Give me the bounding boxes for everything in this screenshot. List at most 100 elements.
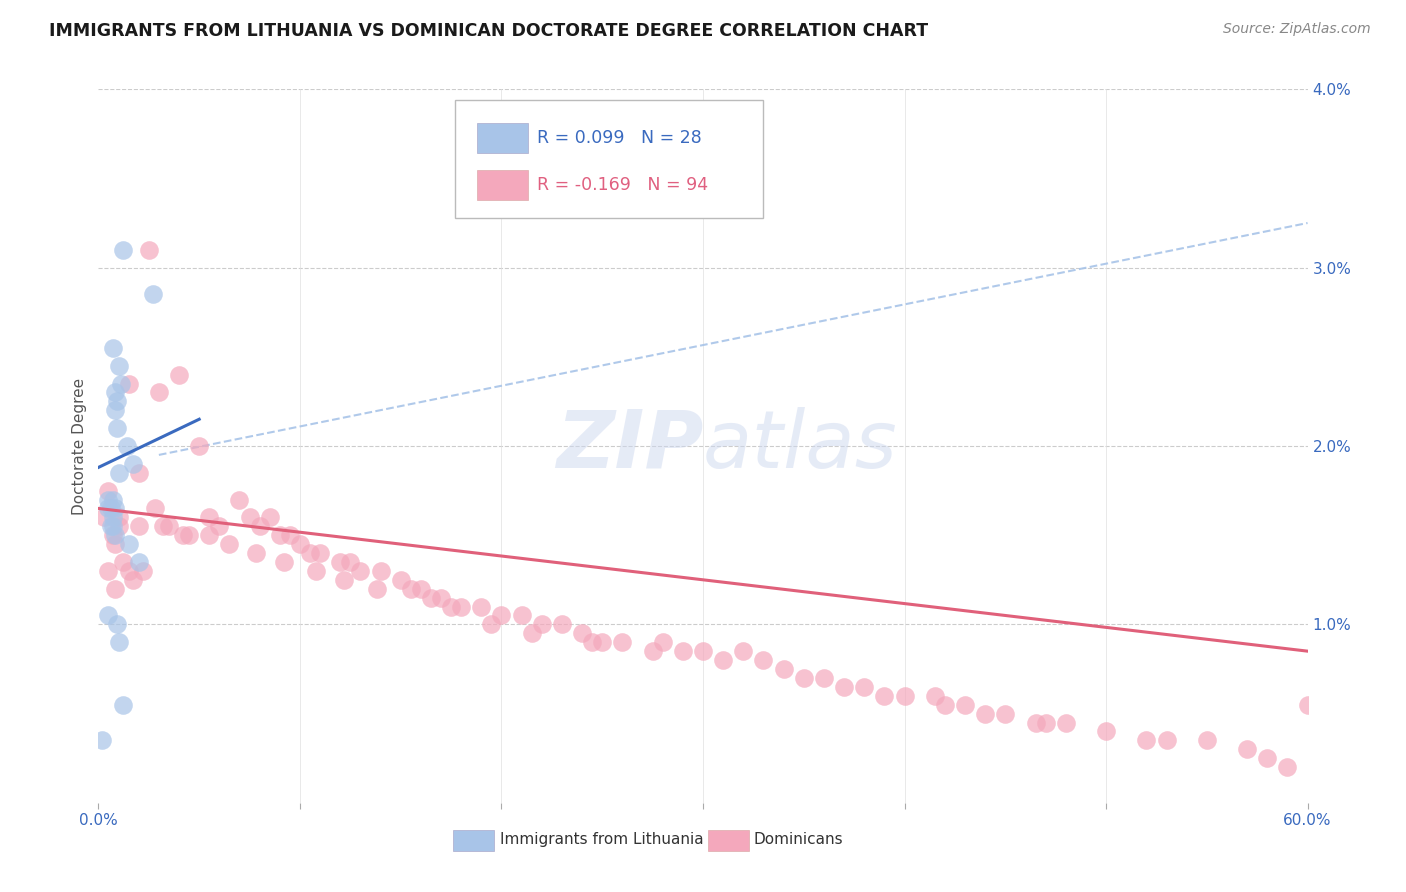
Point xyxy=(349,564,371,578)
Point xyxy=(1156,733,1178,747)
Point xyxy=(339,555,361,569)
Point xyxy=(93,510,115,524)
Point xyxy=(143,501,166,516)
Point xyxy=(692,644,714,658)
Point xyxy=(107,635,129,649)
Point xyxy=(198,510,221,524)
Y-axis label: Doctorate Degree: Doctorate Degree xyxy=(72,377,87,515)
Point xyxy=(188,439,211,453)
Point xyxy=(481,617,503,632)
Point xyxy=(157,519,180,533)
Point xyxy=(329,555,352,569)
Point xyxy=(172,528,194,542)
Point xyxy=(218,537,240,551)
Point xyxy=(813,671,835,685)
Point xyxy=(118,564,141,578)
Point xyxy=(288,537,311,551)
Point xyxy=(1256,751,1278,765)
Point xyxy=(520,626,543,640)
Point xyxy=(101,519,124,533)
Point xyxy=(103,501,125,516)
Point xyxy=(530,617,553,632)
Point xyxy=(152,519,174,533)
Point xyxy=(994,706,1017,721)
Point xyxy=(832,680,855,694)
Point xyxy=(148,385,170,400)
Point xyxy=(612,635,634,649)
Point xyxy=(249,519,271,533)
Point xyxy=(1035,715,1057,730)
Point xyxy=(974,706,997,721)
Point xyxy=(1236,742,1258,756)
Point xyxy=(1054,715,1077,730)
Text: IMMIGRANTS FROM LITHUANIA VS DOMINICAN DOCTORATE DEGREE CORRELATION CHART: IMMIGRANTS FROM LITHUANIA VS DOMINICAN D… xyxy=(49,22,928,40)
Point xyxy=(873,689,896,703)
Point xyxy=(103,403,125,417)
Point xyxy=(239,510,262,524)
Point xyxy=(128,519,150,533)
Point xyxy=(551,617,574,632)
Point xyxy=(440,599,463,614)
Text: Source: ZipAtlas.com: Source: ZipAtlas.com xyxy=(1223,22,1371,37)
Point xyxy=(111,555,134,569)
Point xyxy=(853,680,876,694)
Point xyxy=(100,519,122,533)
FancyBboxPatch shape xyxy=(456,100,763,218)
Point xyxy=(1095,724,1118,739)
Point xyxy=(1135,733,1157,747)
Text: atlas: atlas xyxy=(703,407,898,485)
Point xyxy=(1195,733,1218,747)
Text: ZIP: ZIP xyxy=(555,407,703,485)
FancyBboxPatch shape xyxy=(477,123,527,153)
Point xyxy=(198,528,221,542)
Point xyxy=(138,243,160,257)
Point xyxy=(105,421,128,435)
Point xyxy=(103,385,125,400)
Point xyxy=(491,608,513,623)
Point xyxy=(672,644,695,658)
Point xyxy=(1277,760,1299,774)
Point xyxy=(309,546,332,560)
Text: R = 0.099   N = 28: R = 0.099 N = 28 xyxy=(537,129,702,147)
Point xyxy=(100,501,122,516)
Point xyxy=(273,555,295,569)
Point xyxy=(641,644,664,658)
Point xyxy=(179,528,201,542)
Point xyxy=(228,492,250,507)
Text: R = -0.169   N = 94: R = -0.169 N = 94 xyxy=(537,176,709,194)
Point xyxy=(101,492,124,507)
Point xyxy=(105,394,128,409)
Point xyxy=(934,698,956,712)
Point xyxy=(893,689,915,703)
Point xyxy=(97,501,120,516)
Point xyxy=(711,653,734,667)
Point xyxy=(128,466,150,480)
Point xyxy=(1024,715,1046,730)
Point xyxy=(581,635,603,649)
Point xyxy=(651,635,673,649)
Point xyxy=(259,510,281,524)
Text: Dominicans: Dominicans xyxy=(754,832,844,847)
Point xyxy=(278,528,301,542)
Point xyxy=(97,483,120,498)
Point xyxy=(953,698,976,712)
FancyBboxPatch shape xyxy=(453,830,494,851)
Point xyxy=(430,591,453,605)
Point xyxy=(105,617,128,632)
Point xyxy=(772,662,794,676)
Point xyxy=(97,492,120,507)
Point xyxy=(399,582,422,596)
Point xyxy=(118,537,141,551)
Point xyxy=(101,528,124,542)
Point xyxy=(409,582,432,596)
Point xyxy=(103,582,125,596)
Point xyxy=(107,466,129,480)
Point xyxy=(793,671,815,685)
Point xyxy=(450,599,472,614)
FancyBboxPatch shape xyxy=(477,169,527,200)
Point xyxy=(103,528,125,542)
Point xyxy=(420,591,443,605)
Point xyxy=(733,644,755,658)
Point xyxy=(111,243,134,257)
Text: Immigrants from Lithuania: Immigrants from Lithuania xyxy=(501,832,703,847)
